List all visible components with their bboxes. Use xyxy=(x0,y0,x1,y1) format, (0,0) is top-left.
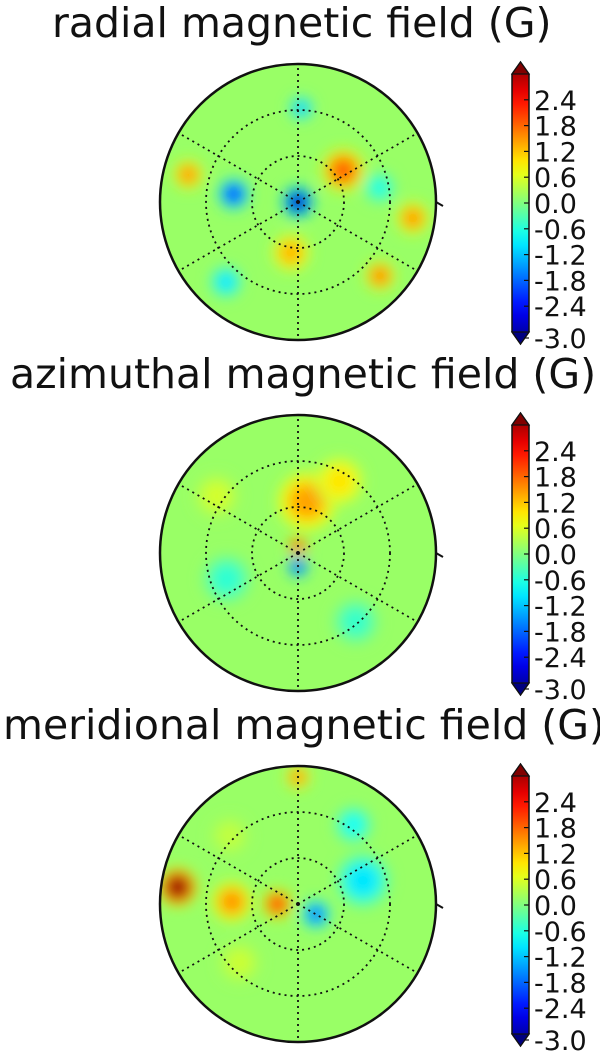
colorbar-tick-label: 1.8 xyxy=(534,814,577,845)
colorbar-tick-label: -1.2 xyxy=(534,592,587,623)
field-feature xyxy=(294,101,309,116)
colorbar-tick-label: 2.4 xyxy=(534,437,577,468)
colorbar-tick-label: 0.6 xyxy=(534,163,577,194)
field-feature xyxy=(213,565,240,593)
colorbar-tick-label: -1.2 xyxy=(534,241,587,272)
colorbar-tick-label: 1.8 xyxy=(534,463,577,494)
grid-spoke xyxy=(178,552,299,623)
grid-ring xyxy=(251,506,345,600)
colorbar-tick-label: -3.0 xyxy=(534,324,587,355)
colorbar: 2.41.81.20.60.0-0.6-1.2-1.8-2.4-3.0 xyxy=(510,60,587,355)
chart-panel-meridional: meridional magnetic field (G) 2.4 1.8 1.2 0… xyxy=(0,702,600,1053)
colorbar-tick-label: -0.6 xyxy=(534,566,587,597)
colorbar-tick-label: -3.0 xyxy=(534,675,587,706)
grid-spoke xyxy=(297,483,418,554)
colorbar-tick-label: -2.4 xyxy=(534,292,587,323)
field-feature xyxy=(224,185,243,204)
colorbar-tick-label: -3.0 xyxy=(534,1026,587,1053)
colorbar-tick-label: 0.0 xyxy=(534,189,577,220)
field-feature xyxy=(370,178,389,197)
colorbar-tick-label: -2.4 xyxy=(534,994,587,1025)
colorbar-tick-label: 1.2 xyxy=(534,839,577,870)
field-feature xyxy=(167,876,189,898)
colorbar-tick-label: -1.8 xyxy=(534,968,587,999)
grid-spoke xyxy=(178,903,299,974)
field-feature xyxy=(228,951,251,974)
grid-spoke xyxy=(178,483,299,554)
colorbar-tick-label: 1.2 xyxy=(534,137,577,168)
grid-spoke xyxy=(297,201,418,272)
polar-plot-radial: 2.41.81.20.60.0-0.6-1.2-1.8-2.4-3.0 xyxy=(158,60,587,355)
colorbar-tick-label: -0.6 xyxy=(534,917,587,948)
axis-tick xyxy=(435,201,444,207)
colorbar-tick-label: 0.0 xyxy=(534,891,577,922)
grid-spoke xyxy=(178,834,299,905)
field-feature xyxy=(268,895,286,913)
colorbar-extend-max xyxy=(510,60,531,75)
chart-title: meridional magnetic field (G) xyxy=(3,701,600,749)
colorbar-tick-label: 1.8 xyxy=(534,112,577,143)
colorbar-tick-label: -1.8 xyxy=(534,617,587,648)
field-feature xyxy=(216,272,236,292)
colorbar-tick-label: -0.6 xyxy=(534,215,587,246)
grid-spoke xyxy=(297,903,418,974)
field-feature xyxy=(179,166,197,183)
grid-spoke xyxy=(178,201,299,272)
axis-tick xyxy=(435,552,444,558)
field-feature xyxy=(219,825,241,847)
colorbar-tick-label: 0.6 xyxy=(534,865,577,896)
colorbar-tick-label: -2.4 xyxy=(534,643,587,674)
grid-ring xyxy=(251,857,345,951)
grid-spoke xyxy=(178,132,299,203)
colorbar-extend-max xyxy=(510,762,531,777)
field-feature xyxy=(371,267,389,285)
field-feature xyxy=(403,209,422,228)
chart-panel-radial: radial magnetic field (G) 2.4 1.8 1.2 0.6 0.… xyxy=(0,0,600,355)
field-feature xyxy=(326,467,353,495)
chart-panel-azimuthal: azimuthal magnetic field (G) 2.4 1.8 1.2 0.… xyxy=(0,350,600,706)
colorbar-tick-label: -1.8 xyxy=(534,266,587,297)
colorbar: 2.41.81.20.60.0-0.6-1.2-1.8-2.4-3.0 xyxy=(510,411,587,706)
colorbar-tick-label: 2.4 xyxy=(534,86,577,117)
field-feature xyxy=(342,814,364,836)
field-feature xyxy=(204,484,229,508)
grid-spoke xyxy=(297,132,418,203)
grid-spoke xyxy=(297,552,418,623)
colorbar: 2.41.81.20.60.0-0.6-1.2-1.8-2.4-3.0 xyxy=(510,762,587,1053)
field-feature xyxy=(348,865,378,896)
colorbar-tick-label: 2.4 xyxy=(534,788,577,819)
field-feature xyxy=(307,905,325,923)
field-feature xyxy=(343,609,369,635)
grid-ring xyxy=(251,155,345,249)
polar-plot-meridional: 2.41.81.20.60.0-0.6-1.2-1.8-2.4-3.0 xyxy=(158,762,587,1053)
polar-plot-azimuthal: 2.41.81.20.60.0-0.6-1.2-1.8-2.4-3.0 xyxy=(158,411,587,706)
chart-title: radial magnetic field (G) xyxy=(52,0,552,47)
field-feature xyxy=(280,242,302,264)
field-feature xyxy=(290,485,324,518)
field-feature xyxy=(331,158,356,183)
chart-title: azimuthal magnetic field (G) xyxy=(10,350,597,398)
field-feature xyxy=(220,890,243,913)
colorbar-tick-label: 0.6 xyxy=(534,514,577,545)
axis-tick xyxy=(435,903,444,909)
colorbar-tick-label: -1.2 xyxy=(534,943,587,974)
colorbar-tick-label: 1.2 xyxy=(534,488,577,519)
colorbar-extend-max xyxy=(510,411,531,426)
colorbar-tick-label: 0.0 xyxy=(534,540,577,571)
grid-spoke xyxy=(297,834,418,905)
